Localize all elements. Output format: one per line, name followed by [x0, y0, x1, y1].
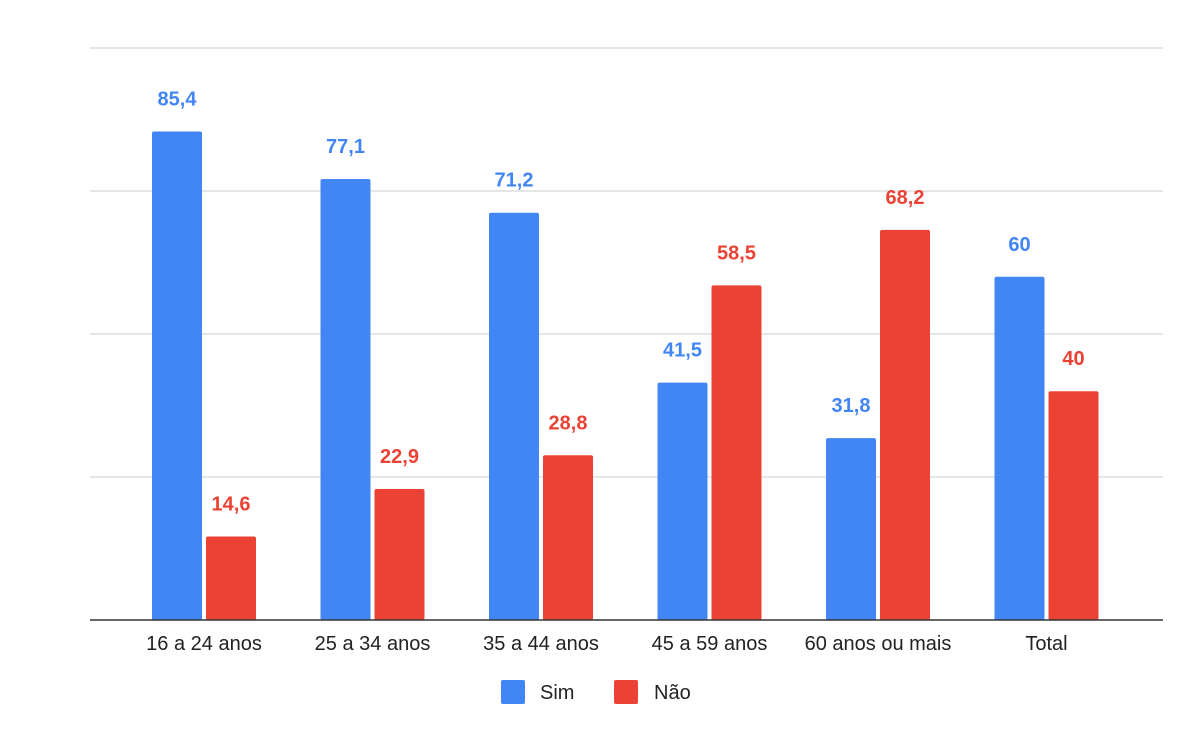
- data-label: 85,4: [158, 89, 198, 111]
- bars: [152, 131, 1099, 620]
- bar-sim-0: [152, 131, 202, 620]
- data-label: 68,2: [886, 187, 925, 209]
- data-label: 22,9: [380, 446, 419, 468]
- bar-no-1: [374, 489, 425, 620]
- bar-no-3: [711, 285, 762, 620]
- data-label: 41,5: [663, 340, 702, 362]
- bar-sim-4: [826, 438, 876, 620]
- bar-sim-3: [657, 382, 708, 620]
- gridlines: [90, 47, 1163, 478]
- legend-swatch: [501, 680, 525, 704]
- bar-no-0: [206, 536, 256, 620]
- data-label: 58,5: [717, 242, 756, 264]
- category-label: 25 a 34 anos: [315, 633, 431, 655]
- data-label: 77,1: [326, 136, 365, 158]
- legend-label: Sim: [540, 682, 574, 704]
- bar-no-2: [543, 455, 593, 620]
- bar-no-5: [1048, 391, 1099, 620]
- category-label: 16 a 24 anos: [146, 633, 262, 655]
- category-label: 35 a 44 anos: [483, 633, 599, 655]
- data-label: 28,8: [549, 412, 588, 434]
- data-label: 40: [1062, 348, 1084, 370]
- data-label: 31,8: [832, 395, 871, 417]
- category-label: 60 anos ou mais: [805, 633, 952, 655]
- data-label: 14,6: [212, 493, 251, 515]
- legend: Sim Não: [501, 680, 691, 704]
- bar-no-4: [880, 229, 930, 620]
- data-label: 60: [1008, 234, 1030, 256]
- bar-sim-1: [320, 178, 371, 620]
- legend-label: Não: [654, 682, 691, 704]
- x-axis: 16 a 24 anos 25 a 34 anos 35 a 44 anos 45 a…: [90, 619, 1163, 655]
- category-label: Total: [1025, 633, 1067, 655]
- bar-sim-5: [994, 276, 1045, 620]
- bar-sim-2: [489, 212, 539, 620]
- category-label: 45 a 59 anos: [652, 633, 768, 655]
- data-labels: 85,4 14,6 77,1 22,9 71,2 28,8 41,5 58,5 31,8 68,2…: [158, 89, 1085, 516]
- legend-swatch: [614, 680, 638, 704]
- data-label: 71,2: [495, 170, 534, 192]
